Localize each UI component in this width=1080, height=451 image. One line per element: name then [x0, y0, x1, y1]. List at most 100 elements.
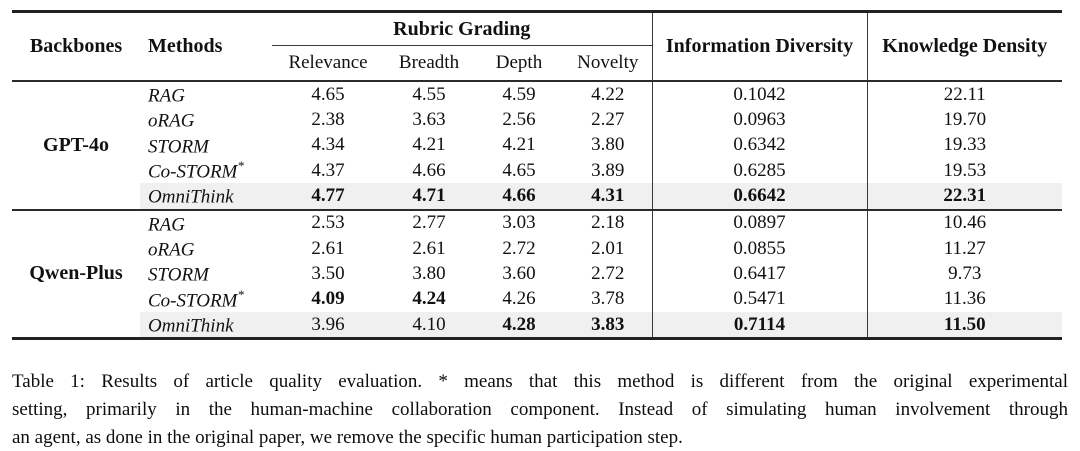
- header-relevance: Relevance: [288, 52, 368, 73]
- cell-novelty: 4.31: [564, 183, 652, 210]
- cell-density: 22.11: [866, 81, 1062, 108]
- method-label: OmniThink: [140, 183, 272, 210]
- cell-diversity: 0.0963: [651, 107, 867, 133]
- method-name: STORM: [148, 135, 209, 157]
- table-row: GPT-4o RAG 4.65 4.55 4.59 4.22 0.1042 22…: [12, 81, 1062, 156]
- method-sup: *: [237, 286, 244, 302]
- cell-diversity: 0.0897: [651, 209, 867, 236]
- header-rubric-grading: Rubric Grading: [272, 11, 652, 46]
- cell-breadth: 4.24: [412, 288, 446, 310]
- results-table: Backbones Methods Rubric Grading Informa…: [12, 10, 1062, 341]
- cell-depth: 2.56: [502, 108, 536, 130]
- cell-novelty: 2.18: [591, 212, 625, 234]
- cell-density: 19.70: [866, 107, 1062, 133]
- cell-density: 10.46: [866, 209, 1062, 236]
- cell-depth: 4.65: [502, 159, 536, 181]
- table-row: Qwen-Plus RAG 2.53 2.77 3.03 2.18 0.0897…: [12, 209, 1062, 284]
- group-gpt4o: GPT-4o RAG 4.65 4.55 4.59 4.22 0.1042 22…: [12, 81, 1062, 210]
- table-header: Backbones Methods Rubric Grading Informa…: [12, 11, 1062, 81]
- method-sup: *: [237, 157, 244, 173]
- header-breadth: Breadth: [398, 52, 460, 73]
- method-label: RAG: [140, 210, 272, 236]
- method-name: STORM: [148, 264, 209, 286]
- cell-relevance: 4.65: [311, 83, 345, 105]
- cell-diversity: 0.5471: [651, 286, 867, 312]
- header-row-1: Backbones Methods Rubric Grading Informa…: [12, 11, 1062, 81]
- cell-depth: 2.72: [502, 237, 536, 259]
- method-name: Co-STORM: [148, 289, 238, 311]
- cell-relevance: 4.09: [311, 288, 345, 310]
- cell-diversity: 0.6342: [651, 132, 867, 158]
- cell-diversity: 0.6642: [651, 183, 867, 210]
- caption-line: setting, primarily in the human-machine …: [12, 399, 1068, 421]
- header-information-diversity: Information Diversity: [651, 11, 867, 81]
- cell-density: 19.53: [866, 157, 1062, 184]
- cell-relevance: 4.34: [311, 134, 345, 156]
- cell-diversity: 0.0855: [651, 235, 867, 262]
- cell-breadth: 4.55: [412, 83, 446, 105]
- method-label: oRAG: [140, 236, 272, 261]
- caption-line: an agent, as done in the original paper,…: [12, 427, 683, 449]
- table-caption: Table 1: Results of article quality eval…: [12, 368, 1068, 451]
- table-row: Co-STORM* 4.37 4.66 4.65 3.89 0.6285 19.…: [12, 157, 1062, 184]
- method-name: OmniThink: [148, 186, 234, 208]
- cell-relevance: 2.38: [311, 108, 345, 130]
- cell-diversity: 0.6285: [651, 157, 867, 184]
- cell-relevance: 3.50: [311, 262, 345, 284]
- cell-novelty: 2.01: [591, 237, 625, 259]
- header-methods: Methods: [148, 35, 223, 57]
- cell-breadth: 2.61: [412, 237, 446, 259]
- cell-novelty: 4.22: [591, 83, 625, 105]
- cell-relevance: 3.96: [272, 311, 384, 339]
- cell-relevance: 2.61: [311, 237, 345, 259]
- cell-relevance: 4.77: [272, 183, 384, 210]
- cell-density: 19.33: [866, 132, 1062, 158]
- cell-novelty: 3.78: [591, 288, 625, 310]
- table-row-highlighted: OmniThink 3.96 4.10 4.28 3.83 0.7114 11.…: [12, 311, 1062, 339]
- cell-relevance: 2.53: [311, 212, 345, 234]
- backbone-label: GPT-4o: [43, 133, 109, 156]
- cell-breadth: 4.21: [412, 134, 446, 156]
- table-row: STORM 3.50 3.80 3.60 2.72 0.6417 9.73: [12, 261, 1062, 287]
- table-row: Co-STORM* 4.09 4.24 4.26 3.78 0.5471 11.…: [12, 286, 1062, 312]
- table-row: oRAG 2.61 2.61 2.72 2.01 0.0855 11.27: [12, 235, 1062, 262]
- cell-depth: 4.26: [502, 288, 536, 310]
- paper-page: { "colors": { "highlight_row": "#f0f0f0"…: [0, 10, 1080, 451]
- cell-novelty: 3.89: [591, 159, 625, 181]
- cell-density: 11.50: [866, 311, 1062, 339]
- method-label: Co-STORM*: [140, 287, 272, 312]
- header-knowledge-density: Knowledge Density: [866, 11, 1062, 81]
- method-name: OmniThink: [148, 315, 234, 337]
- cell-depth: 4.28: [474, 311, 564, 339]
- cell-breadth: 2.77: [412, 212, 446, 234]
- cell-diversity: 0.1042: [651, 81, 867, 108]
- cell-novelty: 3.80: [591, 134, 625, 156]
- method-label: OmniThink: [140, 311, 272, 339]
- cell-depth: 4.59: [502, 83, 536, 105]
- results-table-wrap: Backbones Methods Rubric Grading Informa…: [12, 10, 1062, 341]
- cell-novelty: 3.83: [564, 311, 652, 339]
- cell-breadth: 4.10: [384, 311, 474, 339]
- method-name: Co-STORM: [148, 161, 238, 183]
- table-row: oRAG 2.38 3.63 2.56 2.27 0.0963 19.70: [12, 107, 1062, 133]
- cell-depth: 3.60: [502, 262, 536, 284]
- table-row-highlighted: OmniThink 4.77 4.71 4.66 4.31 0.6642 22.…: [12, 183, 1062, 210]
- cell-breadth: 4.71: [384, 183, 474, 210]
- cell-novelty: 2.72: [591, 262, 625, 284]
- cell-diversity: 0.7114: [651, 311, 867, 339]
- cell-depth: 4.21: [502, 134, 536, 156]
- cell-breadth: 3.80: [412, 262, 446, 284]
- cell-density: 11.36: [866, 286, 1062, 312]
- cell-density: 22.31: [866, 183, 1062, 210]
- method-name: RAG: [148, 85, 185, 107]
- header-depth: Depth: [495, 52, 543, 73]
- method-label: oRAG: [140, 107, 272, 132]
- method-label: STORM: [140, 261, 272, 286]
- backbone-label: Qwen-Plus: [29, 262, 123, 285]
- method-label: STORM: [140, 133, 272, 158]
- method-name: oRAG: [148, 110, 195, 132]
- cell-breadth: 4.66: [412, 159, 446, 181]
- cell-novelty: 2.27: [591, 108, 625, 130]
- cell-density: 11.27: [866, 235, 1062, 262]
- method-label: RAG: [140, 81, 272, 107]
